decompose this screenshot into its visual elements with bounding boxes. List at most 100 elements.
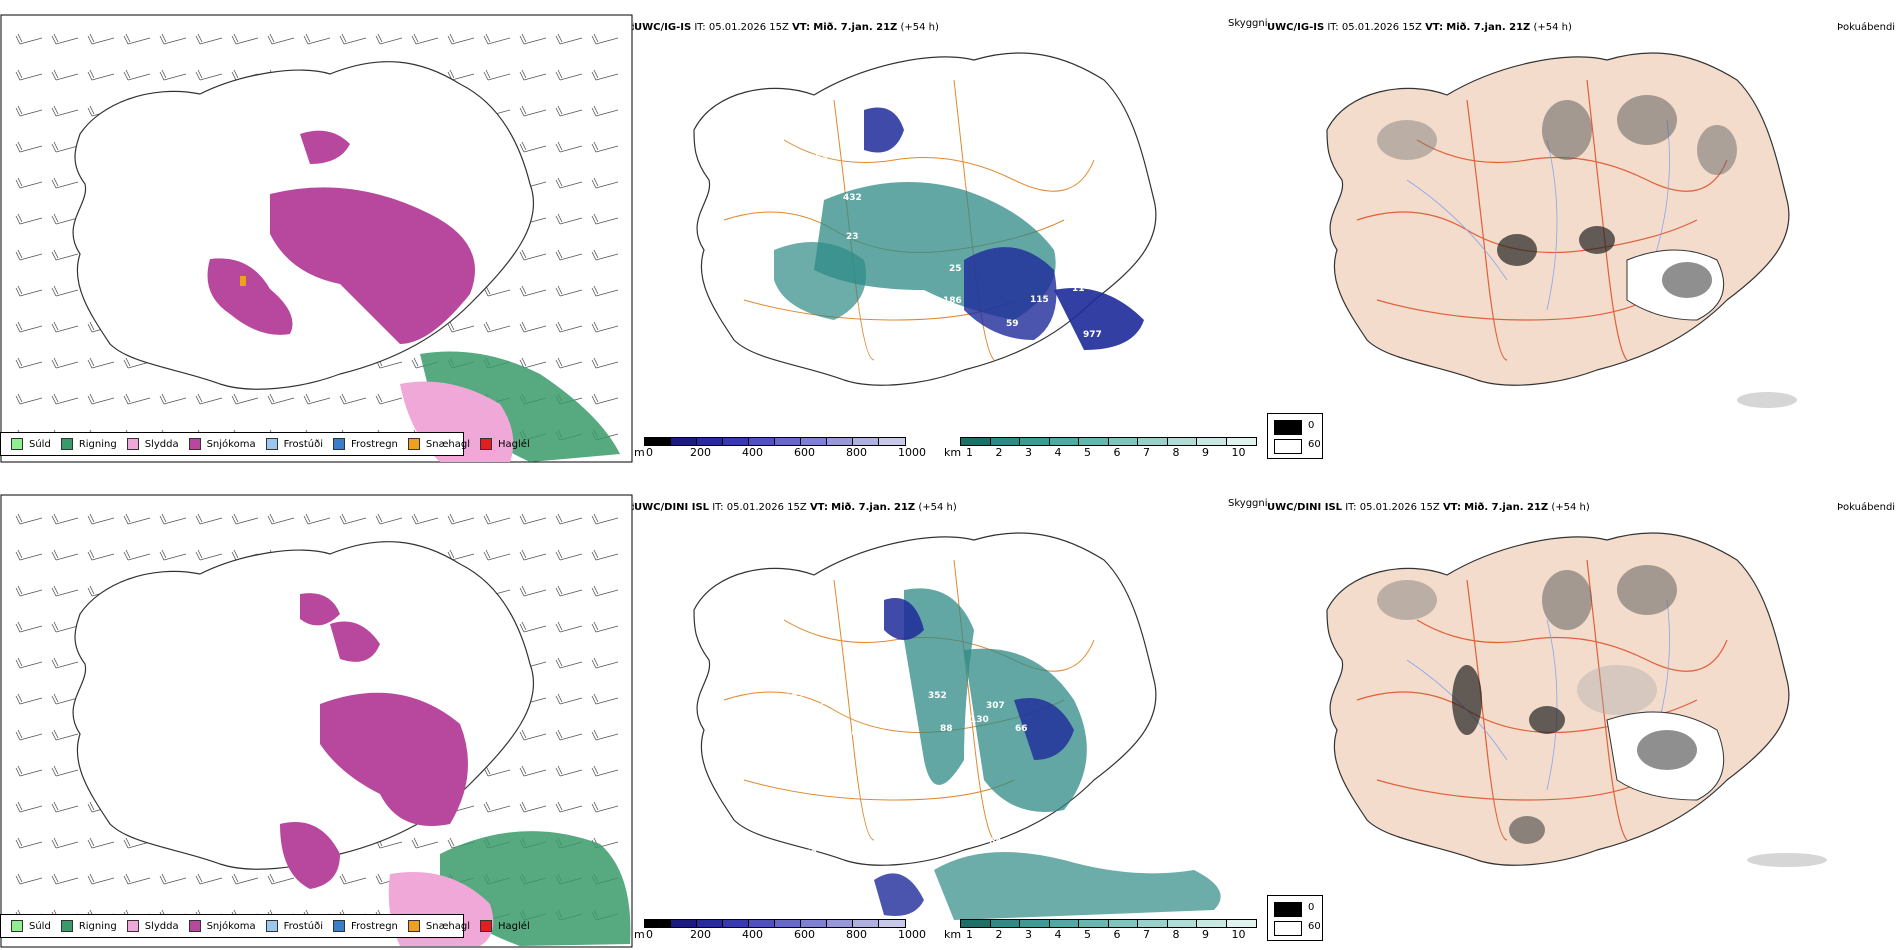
panel-title: Skyggni <box>1228 18 1267 29</box>
visibility-m-colorbar: m 0 200 400 600 800 1000 <box>634 437 934 461</box>
legend-swatch <box>407 438 420 450</box>
visibility-map: 140 135 130 133 76 85 88 640 307 170 352 115 76 105 64… <box>693 532 1221 920</box>
wind-barb <box>555 69 583 81</box>
legend-item: Frostregn <box>333 920 398 932</box>
visibility-value-label: 57 <box>1033 145 1046 155</box>
wind-barb <box>555 33 583 45</box>
wind-barb <box>15 69 43 81</box>
wind-barb <box>483 69 511 81</box>
wind-barb <box>159 393 187 405</box>
wind-barb <box>591 33 619 45</box>
wind-barb <box>51 69 79 81</box>
colorbar-tick: 1 <box>966 446 973 459</box>
colorbar-tick: 4 <box>1054 446 1062 459</box>
wind-barb <box>483 321 511 333</box>
colorbar-segment <box>852 919 880 928</box>
visibility-value-label: 63 <box>815 153 828 163</box>
wind-barb <box>555 621 583 633</box>
wind-barb <box>15 105 43 117</box>
wind-barb <box>375 33 403 45</box>
wind-barb <box>159 33 187 45</box>
colorbar-segment <box>670 437 698 446</box>
wind-barb <box>555 141 583 153</box>
colorbar-segment <box>774 919 802 928</box>
wind-barb <box>195 69 223 81</box>
legend-swatch <box>480 920 493 932</box>
colorbar-segment <box>748 437 776 446</box>
visibility-value-label: 432 <box>843 193 862 203</box>
legend-item: Rigning <box>60 920 117 932</box>
visibility-value-label: 37 <box>788 741 801 751</box>
visibility-km-colorbar: km 1 2 3 4 5 6 7 8 9 10 <box>944 437 1267 461</box>
colorbar-unit: km <box>944 446 962 459</box>
wind-barb <box>15 765 43 777</box>
wind-barb <box>591 657 619 669</box>
legend-label: Slydda <box>144 438 179 450</box>
wind-barb <box>555 357 583 369</box>
wind-barb <box>555 729 583 741</box>
wind-barb <box>87 837 115 849</box>
legend-swatch <box>188 438 201 450</box>
wind-barb <box>339 33 367 45</box>
colorbar-tick: 200 <box>690 928 711 941</box>
fog-legend-bottom: 0 60 <box>1267 895 1323 941</box>
wind-barb <box>51 801 79 813</box>
wind-barb <box>195 33 223 45</box>
visibility-value-label: 23 <box>1002 100 1015 110</box>
wind-barb <box>15 657 43 669</box>
wind-barb <box>339 873 367 885</box>
wind-barb <box>87 357 115 369</box>
wind-barb <box>339 393 367 405</box>
visibility-value-label: 66 <box>880 356 893 366</box>
colorbar-unit: m <box>634 928 645 941</box>
visibility-value-label: 125 <box>1096 805 1115 815</box>
wind-barb <box>303 513 331 525</box>
colorbar-segment <box>826 437 854 446</box>
colorbar-tick: 1 <box>966 928 973 941</box>
wind-barb <box>195 513 223 525</box>
visibility-m-colorbar: m 0 200 400 600 800 1000 <box>634 919 934 943</box>
colorbar-unit: m <box>634 446 645 459</box>
visibility-value-label: 115 <box>1030 295 1049 305</box>
wind-barb <box>51 513 79 525</box>
visibility-value-label: 25 <box>856 178 869 188</box>
wind-barb <box>231 873 259 885</box>
legend-item: Rigning <box>60 438 117 450</box>
colorbar-segment <box>1078 437 1110 446</box>
visibility-value-label: 137 <box>867 174 886 184</box>
wind-barb <box>447 33 475 45</box>
visibility-value-label: 130 <box>970 715 989 725</box>
legend-swatch <box>333 920 345 932</box>
wind-barb <box>51 873 79 885</box>
wind-barb <box>555 249 583 261</box>
colorbar-segment <box>1107 919 1139 928</box>
wind-barb <box>555 801 583 813</box>
wind-barb <box>87 513 115 525</box>
colorbar-tick: 7 <box>1143 928 1150 941</box>
precip-type-legend: Súld Rigning Slydda Snjókoma Frostúði Frostre… <box>0 432 530 456</box>
wind-barb <box>15 549 43 561</box>
colorbar-segment <box>774 437 802 446</box>
wind-barb <box>555 657 583 669</box>
colorbar-tick: 4 <box>1054 928 1062 941</box>
visibility-panel-bottom: UWC/DINI ISL IT: 05.01.2026 15Z VT: Mið.… <box>634 480 1267 950</box>
colorbar-segment <box>960 919 992 928</box>
wind-barb <box>159 873 187 885</box>
visibility-value-label: 73 <box>853 306 866 316</box>
wind-barb <box>555 585 583 597</box>
legend-item: Slydda <box>126 920 179 932</box>
colorbar-tick: 1000 <box>898 446 926 459</box>
visibility-value-label: 62 <box>1041 132 1054 142</box>
wind-barb <box>519 249 547 261</box>
visibility-value-label: 99 <box>1098 803 1111 813</box>
legend-item: Frostúði <box>265 438 323 450</box>
colorbar-segment <box>1078 919 1110 928</box>
colorbar-tick: 10 <box>1231 446 1246 459</box>
wind-barb <box>231 33 259 45</box>
colorbar-tick: 400 <box>742 446 763 459</box>
colorbar-segment <box>670 919 698 928</box>
wind-barb <box>591 729 619 741</box>
colorbar-segment <box>696 437 724 446</box>
colorbar-segment <box>722 437 750 446</box>
wind-barb <box>267 513 295 525</box>
